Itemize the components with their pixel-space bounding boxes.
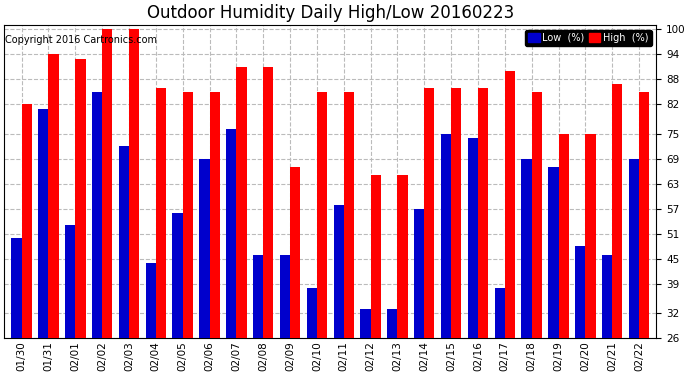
Bar xyxy=(424,88,435,375)
Bar xyxy=(532,92,542,375)
Bar xyxy=(156,88,166,375)
Bar xyxy=(75,58,86,375)
Bar xyxy=(612,84,622,375)
Bar xyxy=(263,67,273,375)
Bar xyxy=(344,92,354,375)
Bar xyxy=(146,263,156,375)
Bar xyxy=(575,246,585,375)
Bar xyxy=(253,255,263,375)
Bar xyxy=(12,238,21,375)
Bar xyxy=(639,92,649,375)
Bar xyxy=(119,146,129,375)
Bar xyxy=(495,288,505,375)
Bar xyxy=(199,159,210,375)
Bar xyxy=(333,205,344,375)
Text: Copyright 2016 Cartronics.com: Copyright 2016 Cartronics.com xyxy=(6,34,157,45)
Bar xyxy=(237,67,246,375)
Bar xyxy=(129,29,139,375)
Bar xyxy=(602,255,612,375)
Bar xyxy=(505,71,515,375)
Bar xyxy=(522,159,532,375)
Bar xyxy=(360,309,371,375)
Bar xyxy=(306,288,317,375)
Bar xyxy=(397,176,408,375)
Bar xyxy=(549,167,558,375)
Bar xyxy=(38,109,48,375)
Bar xyxy=(468,138,478,375)
Bar xyxy=(317,92,327,375)
Title: Outdoor Humidity Daily High/Low 20160223: Outdoor Humidity Daily High/Low 20160223 xyxy=(147,4,514,22)
Bar xyxy=(478,88,488,375)
Bar xyxy=(441,134,451,375)
Bar xyxy=(172,213,183,375)
Bar xyxy=(280,255,290,375)
Bar xyxy=(558,134,569,375)
Bar xyxy=(414,209,424,375)
Bar xyxy=(102,29,112,375)
Bar xyxy=(92,92,102,375)
Bar xyxy=(451,88,462,375)
Bar xyxy=(371,176,381,375)
Bar xyxy=(65,225,75,375)
Bar xyxy=(226,129,237,375)
Bar xyxy=(48,54,59,375)
Bar xyxy=(585,134,595,375)
Bar xyxy=(387,309,397,375)
Legend: Low  (%), High  (%): Low (%), High (%) xyxy=(525,30,651,46)
Bar xyxy=(183,92,193,375)
Bar xyxy=(629,159,639,375)
Bar xyxy=(210,92,219,375)
Bar xyxy=(290,167,300,375)
Bar xyxy=(21,104,32,375)
